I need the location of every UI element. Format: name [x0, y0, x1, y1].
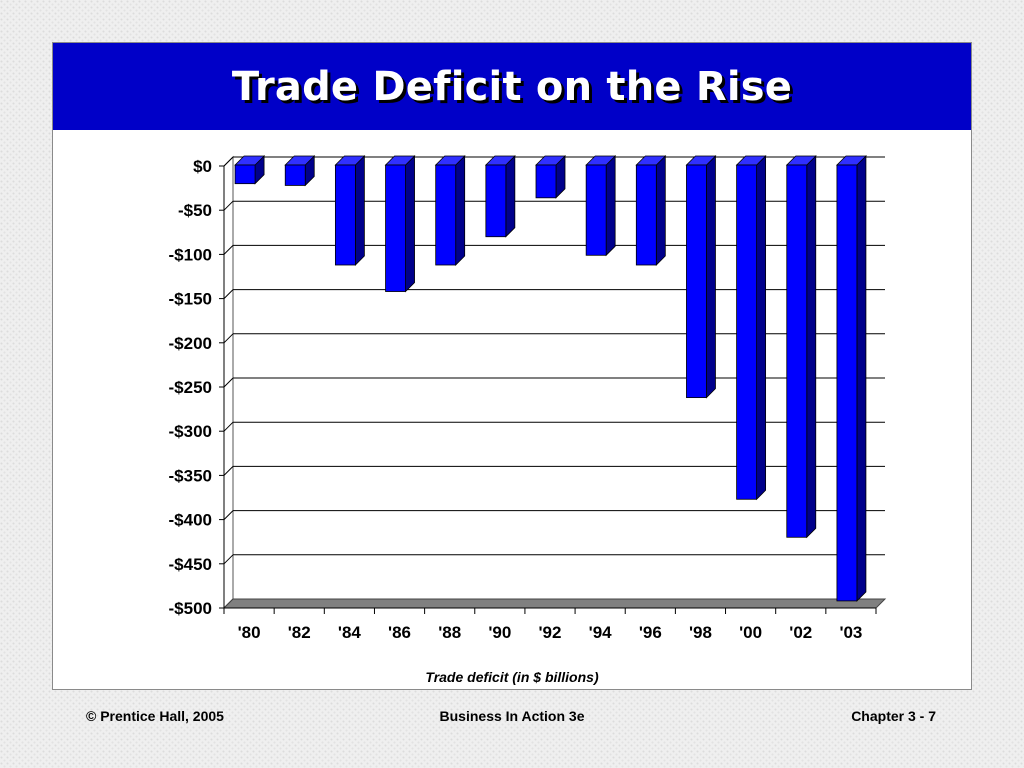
bar — [234, 155, 266, 185]
x-tick-label: '02 — [789, 623, 812, 642]
bar — [785, 155, 817, 539]
x-axis-title: Trade deficit (in $ billions) — [425, 669, 599, 685]
x-tick-label: '96 — [639, 623, 662, 642]
bar-front — [284, 164, 306, 186]
y-tick-label: -$100 — [169, 245, 212, 264]
bar-side — [405, 155, 415, 293]
bar-side — [505, 155, 516, 238]
y-tick-label: -$400 — [169, 511, 212, 530]
x-tick-label: '82 — [288, 623, 311, 642]
bar-side — [655, 155, 666, 266]
title-bar: Trade Deficit on the Rise — [53, 43, 971, 130]
bar-front — [786, 164, 808, 538]
gridline-depth — [223, 466, 234, 476]
bars — [234, 155, 867, 602]
bar-front — [686, 164, 707, 399]
slide-title: Trade Deficit on the Rise — [231, 63, 793, 110]
footer-course: Business In Action 3e — [439, 708, 585, 724]
plot-floor — [222, 598, 887, 609]
bar — [585, 155, 617, 257]
bar-front — [635, 164, 657, 266]
x-tick-label: '94 — [589, 623, 612, 642]
bar-side — [706, 155, 716, 399]
bar-front — [435, 164, 457, 266]
bar-side — [354, 155, 365, 266]
bar-side — [605, 155, 616, 257]
bar-front — [234, 164, 256, 185]
y-tick-label: -$300 — [169, 422, 212, 441]
gridline-depth — [223, 554, 234, 565]
y-tick-label: $0 — [193, 157, 212, 176]
x-tick-label: '98 — [689, 623, 712, 642]
gridline-depth — [223, 333, 234, 344]
bar — [484, 155, 516, 238]
bar-front — [385, 164, 406, 292]
y-tick-label: -$350 — [169, 466, 212, 485]
y-tick-label: -$200 — [169, 334, 212, 353]
x-tick-label: '90 — [488, 623, 511, 642]
gridlines — [222, 155, 887, 610]
bar-side — [455, 155, 466, 266]
x-tick-label: '03 — [839, 623, 862, 642]
bar — [334, 155, 366, 266]
bar-side — [806, 155, 817, 539]
bar — [535, 155, 566, 199]
gridline-depth — [223, 245, 234, 255]
y-tick-label: -$450 — [169, 555, 212, 574]
x-tick-label: '00 — [739, 623, 762, 642]
bar — [434, 155, 466, 266]
y-tick-label: -$500 — [169, 599, 212, 618]
y-tick-label: -$250 — [169, 378, 212, 397]
footer-copyright: © Prentice Hall, 2005 — [86, 708, 224, 724]
gridline-depth — [223, 421, 234, 432]
bar-side — [856, 155, 867, 602]
gridline-depth — [223, 200, 234, 211]
x-tick-label: '84 — [338, 623, 361, 642]
bar — [284, 155, 316, 187]
bar-front — [836, 164, 858, 602]
bar — [735, 155, 767, 501]
x-tick-label: '80 — [238, 623, 261, 642]
gridline-depth — [223, 377, 234, 388]
bar-front — [334, 164, 356, 266]
bar — [685, 155, 717, 399]
bar-front — [485, 164, 507, 238]
bar-front — [736, 164, 758, 500]
y-tick-label: -$150 — [169, 290, 212, 309]
gridline-depth — [223, 156, 234, 167]
bar-front — [535, 164, 557, 199]
x-tick-label: '92 — [539, 623, 562, 642]
footer-page: Chapter 3 - 7 — [851, 708, 936, 724]
bar — [635, 155, 667, 266]
y-tick-label: -$50 — [178, 201, 212, 220]
bar — [835, 155, 867, 602]
gridline-depth — [223, 510, 234, 520]
gridline-depth — [223, 289, 234, 299]
x-tick-label: '88 — [438, 623, 461, 642]
bar-side — [756, 155, 767, 501]
x-axis-ticks: '80 '82 '84 '86 '88 '90 '92 '94 '96 '98 '00 '02 '03 — [223, 608, 877, 642]
x-tick-label: '86 — [388, 623, 411, 642]
y-axis-ticks: $0 -$50 -$100 -$150 -$200 -$250 -$300 -$350 -$40… — [169, 157, 224, 618]
bar — [384, 155, 416, 293]
bar-front — [585, 164, 607, 256]
